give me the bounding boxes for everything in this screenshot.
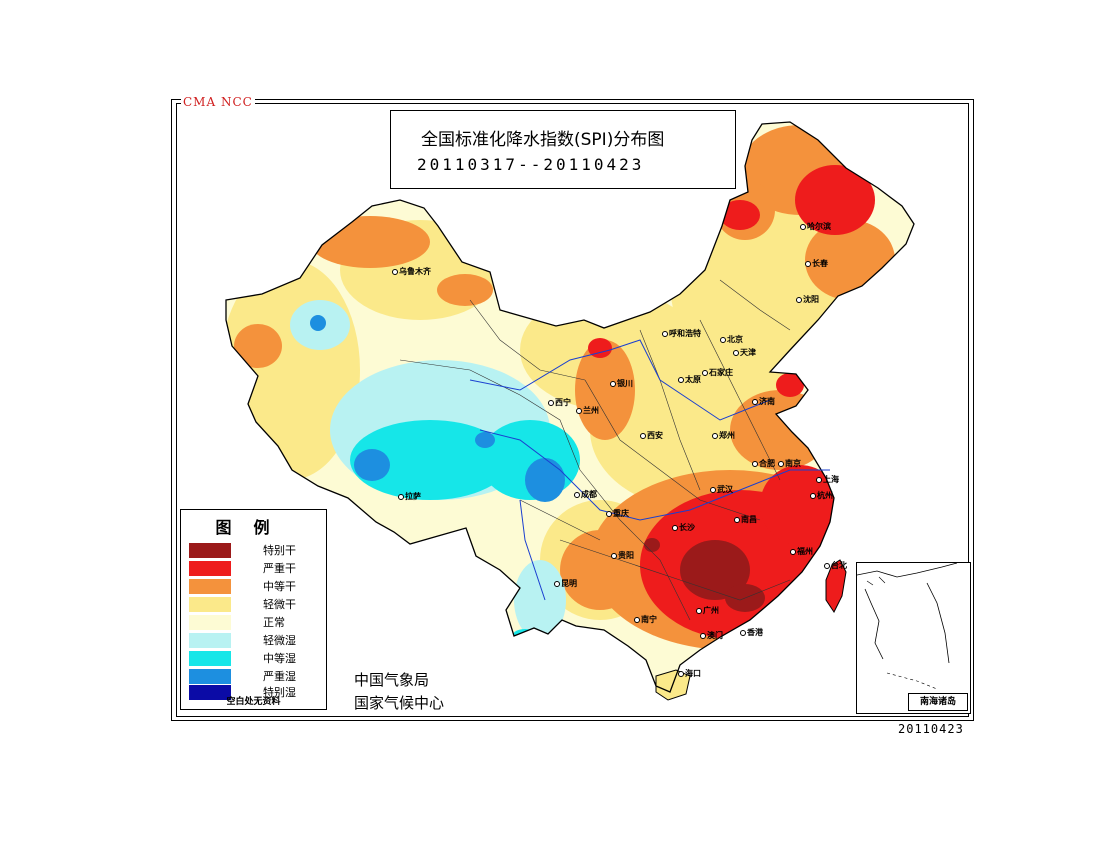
- city-label: 兰州: [576, 405, 599, 416]
- legend-label: 中等干: [263, 580, 296, 593]
- legend-row: 正常: [189, 615, 325, 631]
- city-label: 郑州: [712, 430, 735, 441]
- spi-severe-dry-zone: [776, 373, 804, 397]
- city-label: 哈尔滨: [800, 221, 831, 232]
- spi-moderate-wet-zone: [350, 420, 510, 500]
- title-box: 全国标准化降水指数(SPI)分布图 20110317--20110423: [390, 110, 736, 189]
- spi-extreme-dry-zone: [680, 540, 750, 600]
- spi-severe-wet-zone: [354, 449, 390, 481]
- legend-label: 中等湿: [263, 652, 296, 665]
- map-outer-frame: [171, 99, 974, 721]
- province-boundaries: [399, 279, 791, 621]
- city-label: 拉萨: [398, 491, 421, 502]
- city-label: 澳门: [700, 630, 723, 641]
- city-label: 福州: [790, 546, 813, 557]
- city-label: 台北: [824, 560, 847, 571]
- legend-label: 轻微湿: [263, 634, 296, 647]
- legend-swatch: [189, 615, 231, 630]
- city-label: 贵阳: [611, 550, 634, 561]
- legend-label: 正常: [263, 616, 285, 629]
- city-label: 香港: [740, 627, 763, 638]
- spi-severe-wet-zone: [310, 315, 326, 331]
- city-label: 广州: [696, 605, 719, 616]
- legend-row: 轻微湿: [189, 633, 325, 649]
- city-label: 南京: [778, 458, 801, 469]
- spi-severe-dry-zone: [795, 165, 875, 235]
- spi-severe-dry-zone: [720, 200, 760, 230]
- spi-severe-dry-zone: [588, 338, 612, 358]
- legend-swatch: [189, 669, 231, 684]
- spi-severe-wet-zone: [525, 458, 565, 502]
- spi-severe-dry-zone: [760, 465, 840, 545]
- city-label: 石家庄: [702, 367, 733, 378]
- city-label: 北京: [720, 334, 743, 345]
- spi-moderate-dry-zone: [575, 340, 635, 440]
- city-label: 沈阳: [796, 294, 819, 305]
- city-label: 长春: [805, 258, 828, 269]
- city-label: 成都: [574, 489, 597, 500]
- legend-label: 特别干: [263, 544, 296, 557]
- city-label: 合肥: [752, 458, 775, 469]
- legend-label: 轻微干: [263, 598, 296, 611]
- city-label: 银川: [610, 378, 633, 389]
- legend-row: 严重湿: [189, 669, 325, 685]
- city-label: 西安: [640, 430, 663, 441]
- inset-map: [857, 563, 958, 690]
- city-label: 南宁: [634, 614, 657, 625]
- spi-moderate-dry-zone: [437, 274, 493, 306]
- legend-note: 空白处无资料: [226, 697, 281, 707]
- city-label: 南昌: [734, 514, 757, 525]
- map-period: 20110317--20110423: [417, 155, 645, 174]
- spi-moderate-dry-zone: [234, 324, 282, 368]
- south-china-sea-inset: 南海诸岛: [856, 562, 971, 714]
- legend-row: 特别干: [189, 543, 325, 559]
- map-inner-frame: [176, 103, 969, 717]
- city-label: 呼和浩特: [662, 328, 701, 339]
- legend-label: 严重湿: [263, 670, 296, 683]
- city-label: 济南: [752, 396, 775, 407]
- city-label: 重庆: [606, 508, 629, 519]
- spi-extreme-dry-zone: [644, 538, 660, 552]
- legend-label: 严重干: [263, 562, 296, 575]
- city-label: 上海: [816, 474, 839, 485]
- legend-swatch: [189, 579, 231, 594]
- city-label: 乌鲁木齐: [392, 266, 431, 277]
- legend-swatch: [189, 651, 231, 666]
- agency-name: 中国气象局: [354, 671, 430, 689]
- legend-swatch: [189, 633, 231, 648]
- legend-row: 严重干: [189, 561, 325, 577]
- spi-moderate-dry-zone: [310, 216, 430, 268]
- legend-row: 中等湿: [189, 651, 325, 667]
- inset-label: 南海诸岛: [908, 693, 968, 711]
- spi-severe-wet-zone: [475, 432, 495, 448]
- legend-swatch: [189, 685, 231, 700]
- city-label: 长沙: [672, 522, 695, 533]
- legend-row: 中等干: [189, 579, 325, 595]
- legend-swatch: [189, 561, 231, 576]
- legend-row: 特别湿: [189, 685, 325, 701]
- city-label: 海口: [678, 668, 701, 679]
- legend-swatch: [189, 597, 231, 612]
- rivers: [469, 339, 830, 601]
- city-label: 太原: [678, 374, 701, 385]
- city-label: 杭州: [810, 490, 833, 501]
- city-label: 昆明: [554, 578, 577, 589]
- taiwan-region: [825, 559, 847, 613]
- spi-light-wet-zone: [514, 560, 566, 640]
- city-label: 天津: [733, 347, 756, 358]
- legend-row: 轻微干: [189, 597, 325, 613]
- legend-swatch: [189, 543, 231, 558]
- city-label: 武汉: [710, 484, 733, 495]
- spi-light-dry-zone: [590, 350, 810, 510]
- legend: 图例 特别干 严重干 中等干 轻微干 正常 轻微湿 中等湿 严重湿 特别湿 空白…: [180, 509, 327, 710]
- issue-date: 20110423: [898, 722, 964, 736]
- agency-subname: 国家气候中心: [354, 694, 445, 712]
- agency-mark: CMA NCC: [181, 95, 255, 109]
- city-label: 西宁: [548, 397, 571, 408]
- map-title: 全国标准化降水指数(SPI)分布图: [421, 130, 665, 150]
- legend-title: 图例: [215, 518, 292, 537]
- spi-moderate-dry-zone: [560, 530, 640, 610]
- legend-label: 特别湿: [263, 686, 296, 699]
